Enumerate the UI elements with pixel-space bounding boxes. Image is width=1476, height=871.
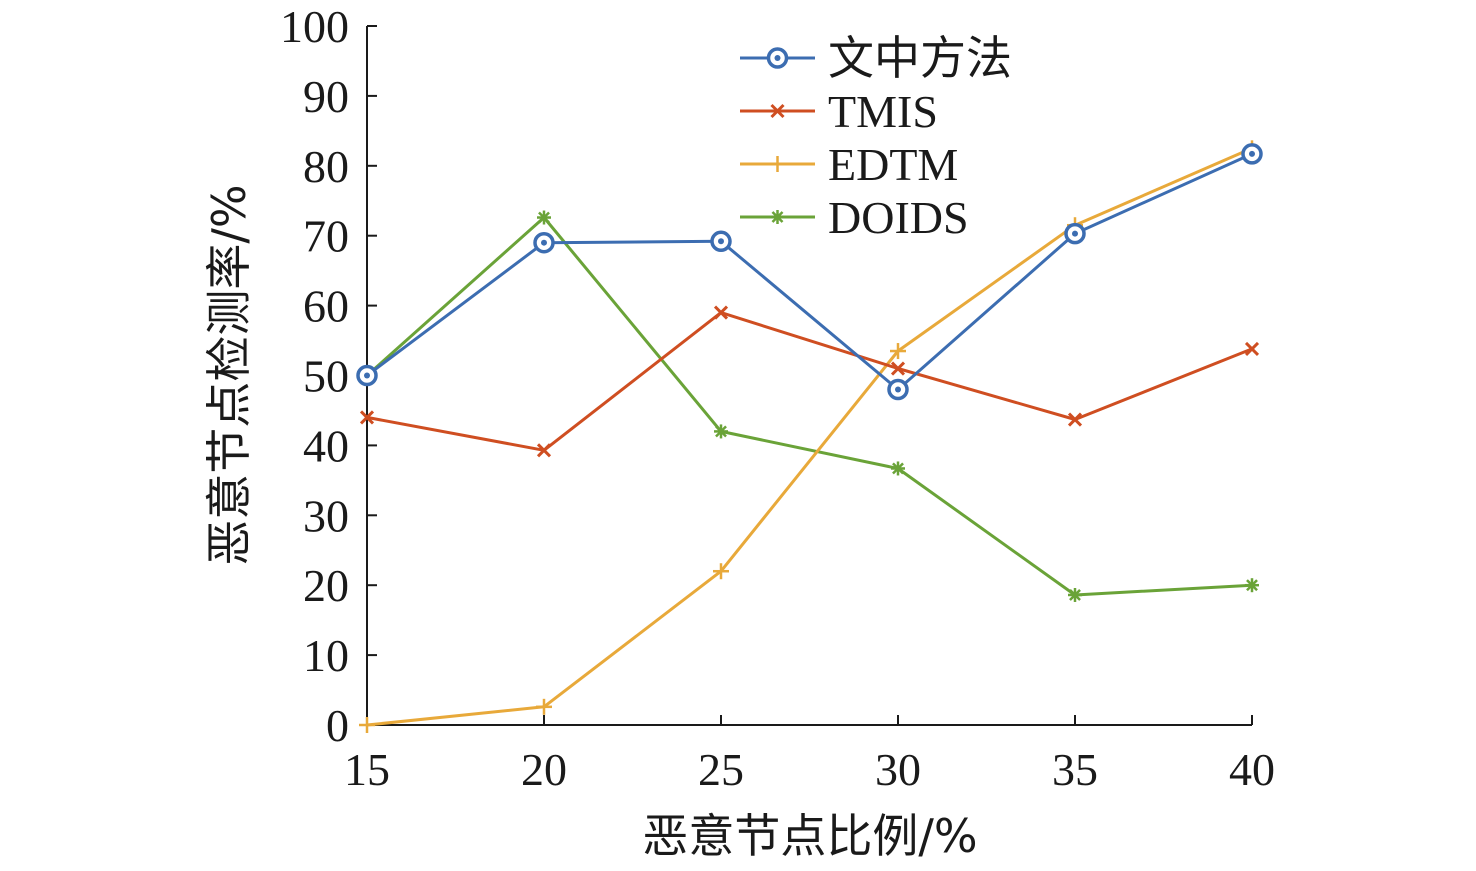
data-point [359,717,375,733]
series-TMIS [359,305,1260,458]
legend-label: TMIS [828,86,938,137]
x-tick-label: 35 [1052,744,1098,795]
data-point [1245,578,1259,593]
legend-entry: EDTM [740,139,958,190]
data-point [359,410,375,425]
data-point [890,361,906,376]
data-point [537,210,551,225]
data-point [714,424,728,439]
y-tick-label: 70 [303,211,349,262]
legend-marker [769,156,786,172]
y-tick-label: 50 [303,351,349,402]
data-point [536,443,552,458]
y-tick-label: 20 [303,560,349,611]
legend-label: EDTM [828,139,958,190]
series-line [366,146,1253,727]
data-point [713,305,729,320]
data-point [533,231,555,254]
series-line [366,216,1253,597]
series-文中方法 [356,143,1263,401]
data-point [890,343,906,360]
y-tick-label: 80 [303,141,349,192]
legend-entry: DOIDS [740,192,969,243]
x-tick-label: 25 [698,744,744,795]
legend-entry: TMIS [740,86,938,137]
series-line [366,152,1253,391]
data-point [356,364,378,387]
x-tick-label: 15 [344,744,390,795]
data-point [1067,412,1083,427]
series-line [366,311,1253,452]
legend-label: 文中方法 [828,33,1012,84]
axis-ticks: 0 10 20 30 40 50 60 70 80 90 100 15 20 25 30 35 40 [280,1,1275,795]
legend-marker [770,210,785,224]
y-tick-label: 30 [303,490,349,541]
data-point [891,461,905,476]
legend-marker [770,103,785,119]
x-tick-label: 20 [521,744,567,795]
y-axis-title: 恶意节点检测率/% [202,184,256,565]
data-point [536,698,552,715]
series-DOIDS [360,210,1259,602]
data-point [710,230,732,253]
legend-label: DOIDS [828,192,969,243]
data-point [1244,341,1260,356]
data-point [887,378,909,401]
data-point [713,563,729,580]
y-tick-label: 60 [303,281,349,332]
y-tick-label: 40 [303,420,349,471]
y-tick-label: 90 [303,71,349,122]
x-tick-label: 30 [875,744,921,795]
y-tick-label: 10 [303,630,349,681]
y-tick-label: 0 [326,700,349,751]
x-tick-label: 40 [1229,744,1275,795]
y-tick-label: 100 [280,1,349,52]
data-point [1068,587,1082,602]
data-point [1241,143,1263,165]
axes [366,26,1252,726]
series-layer [356,140,1263,733]
legend-marker [766,47,789,69]
x-axis-title: 恶意节点比例/% [642,809,977,863]
data-point [1064,222,1086,245]
legend-entry: 文中方法 [740,33,1012,84]
series-EDTM [359,140,1260,733]
